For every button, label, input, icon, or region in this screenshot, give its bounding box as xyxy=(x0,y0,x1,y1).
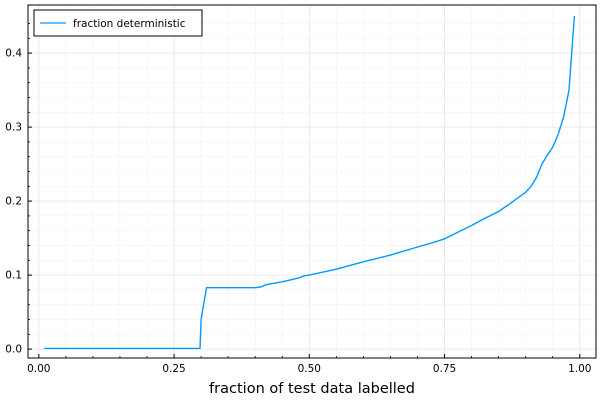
plot-frame xyxy=(27,4,597,359)
y-tick-label: 0.1 xyxy=(5,270,22,282)
y-tick-label: 0.2 xyxy=(5,196,22,208)
x-axis-title: fraction of test data labelled xyxy=(209,381,415,397)
series-lines xyxy=(44,16,576,350)
x-tick-label: 0.00 xyxy=(27,363,50,375)
y-tick-label: 0.4 xyxy=(5,48,22,60)
grid xyxy=(28,5,596,358)
x-tick-label: 1.00 xyxy=(568,363,591,375)
legend-label: fraction deterministic xyxy=(73,18,186,30)
axis-ticks: 0.00 0.25 0.50 0.75 1.00 0.0 0.1 0.2 0.3 0.4 xyxy=(5,23,591,375)
legend: fraction deterministic xyxy=(33,9,203,37)
y-tick-label: 0.0 xyxy=(5,344,22,356)
y-tick-label: 0.3 xyxy=(5,122,22,134)
series-line xyxy=(44,16,576,350)
x-tick-label: 0.75 xyxy=(433,363,456,375)
x-tick-label: 0.50 xyxy=(298,363,321,375)
x-tick-label: 0.25 xyxy=(162,363,185,375)
